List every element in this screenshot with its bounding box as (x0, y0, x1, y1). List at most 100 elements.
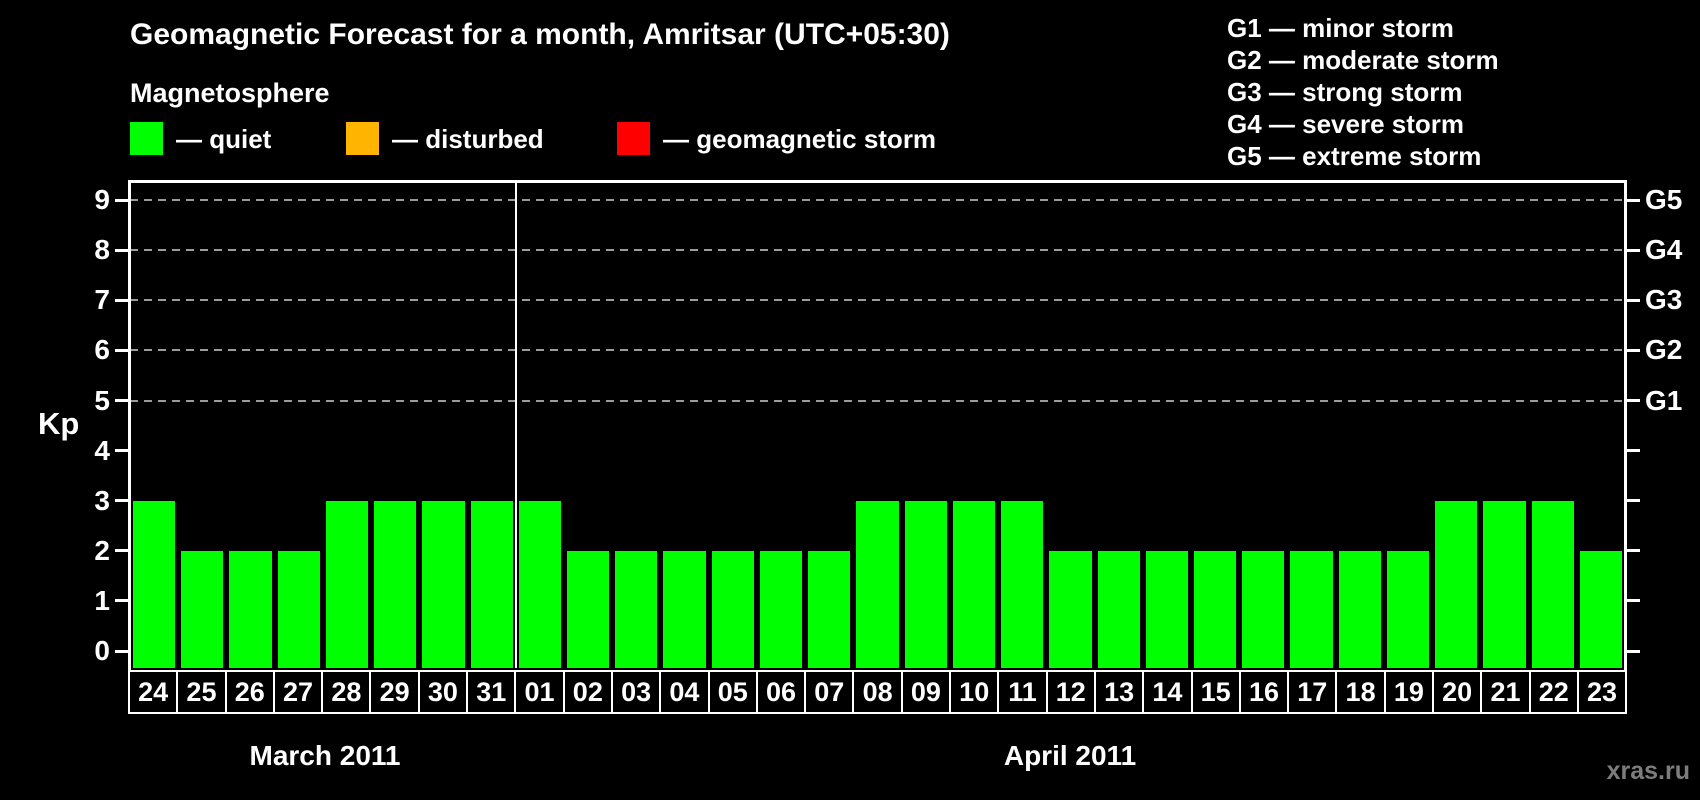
y-tick-left (115, 499, 128, 503)
y-tick-left (115, 298, 128, 302)
gridline-kp6 (130, 349, 1625, 352)
day-cell-28: 28 (321, 670, 372, 714)
day-cell-17: 17 (1287, 670, 1338, 714)
day-cell-30: 30 (417, 670, 469, 714)
y-tick-right (1627, 348, 1640, 352)
day-cell-02: 02 (562, 670, 613, 714)
day-axis: 24 25 26 27 28 29 30 31 01 02 03 04 05 06 07 08 09 10 11 12… (128, 670, 1628, 714)
y-tick-label: 0 (94, 635, 110, 666)
day-cell-05: 05 (707, 670, 758, 714)
g-axis-label-g2: G2 (1645, 334, 1683, 366)
gridline-kp5 (130, 399, 1625, 402)
disturbed-swatch-icon (346, 122, 379, 155)
y-tick-label: 5 (94, 384, 110, 416)
day-cell-14: 14 (1142, 670, 1193, 714)
kp-bar-day-10 (952, 500, 996, 668)
day-cell-26: 26 (224, 670, 275, 714)
watermark: xras.ru (1606, 757, 1690, 785)
y-tick-right (1627, 499, 1640, 503)
day-cell-04: 04 (659, 670, 710, 714)
day-cell-18: 18 (1335, 670, 1386, 714)
day-cell-09: 09 (900, 670, 952, 714)
plot-top-border (128, 180, 1627, 183)
day-cell-13: 13 (1093, 670, 1145, 714)
gridline-kp7 (130, 299, 1625, 302)
day-cell-29: 29 (369, 670, 420, 714)
kp-bar-day-03 (615, 550, 658, 668)
day-cell-23: 23 (1576, 670, 1628, 714)
kp-bar-day-22 (1531, 500, 1574, 668)
y-tick-left (115, 248, 128, 252)
y-tick-right (1627, 449, 1640, 453)
storm-legend-label: — geomagnetic storm (663, 124, 937, 154)
gridline-kp9 (130, 199, 1625, 202)
day-cell-10: 10 (949, 670, 1000, 714)
gridline-kp8 (130, 249, 1625, 252)
kp-bar-day-05 (711, 550, 754, 668)
y-tick-left (115, 348, 128, 352)
g-axis-label-g4: G4 (1645, 234, 1683, 266)
y-tick-label: 6 (94, 334, 110, 366)
kp-bar-day-15 (1193, 550, 1237, 668)
storm-swatch-icon (617, 122, 650, 155)
day-cell-20: 20 (1432, 670, 1483, 714)
g-axis-label-g1: G1 (1645, 384, 1683, 416)
day-cell-12: 12 (1045, 670, 1096, 714)
day-cell-07: 07 (804, 670, 855, 714)
y-axis-line (128, 180, 131, 670)
kp-bar-day-27 (277, 550, 320, 668)
kp-bar-day-07 (808, 550, 851, 668)
kp-bar-day-01 (518, 500, 562, 668)
kp-bar-day-21 (1483, 500, 1526, 668)
kp-bar-day-02 (567, 550, 610, 668)
day-cell-27: 27 (272, 670, 324, 714)
g-legend-item-g5: G5 — extreme storm (1227, 141, 1482, 171)
kp-bar-day-12 (1049, 550, 1092, 668)
day-cell-03: 03 (610, 670, 662, 714)
kp-bar-day-29 (374, 500, 417, 668)
y-tick-left (115, 198, 128, 202)
kp-bar-day-17 (1290, 550, 1333, 668)
quiet-swatch-icon (130, 122, 163, 155)
day-cell-21: 21 (1480, 670, 1531, 714)
kp-bar-day-13 (1097, 550, 1140, 668)
kp-bar-day-09 (904, 500, 947, 668)
y-tick-label: 7 (94, 284, 110, 316)
day-cell-06: 06 (755, 670, 807, 714)
g-legend-item-g4: G4 — severe storm (1227, 109, 1465, 139)
day-cell-16: 16 (1238, 670, 1290, 714)
y-tick-right (1627, 198, 1640, 202)
day-cell-31: 31 (466, 670, 517, 714)
g-axis-label-g5: G5 (1645, 184, 1683, 216)
g-legend-item-g2: G2 — moderate storm (1227, 45, 1499, 75)
day-cell-24: 24 (128, 670, 179, 714)
y-tick-left (115, 449, 128, 453)
g-axis-label-g3: G3 (1645, 284, 1683, 316)
magnetosphere-label: Magnetosphere (130, 78, 330, 108)
disturbed-legend-label: — disturbed (392, 124, 544, 154)
kp-bar-day-18 (1338, 550, 1381, 668)
y-tick-label: 8 (94, 234, 110, 266)
month-divider-line (514, 181, 518, 668)
y-tick-label: 4 (94, 434, 110, 466)
kp-bar-day-20 (1435, 500, 1478, 668)
kp-bar-day-11 (1001, 500, 1044, 668)
g-scale-legend: G1 — minor storm G2 — moderate storm G3 — … (1227, 12, 1499, 172)
y-tick-right (1627, 549, 1640, 553)
kp-bar-day-14 (1145, 550, 1188, 668)
day-cell-25: 25 (176, 670, 227, 714)
day-cell-01: 01 (514, 670, 565, 714)
kp-bar-day-08 (856, 500, 899, 668)
y-tick-left (115, 649, 128, 653)
y-tick-left (115, 549, 128, 553)
kp-bar-day-24 (133, 500, 176, 668)
day-cell-19: 19 (1383, 670, 1435, 714)
kp-bar-day-23 (1579, 550, 1622, 668)
y-tick-right (1627, 248, 1640, 252)
day-cell-11: 11 (997, 670, 1048, 714)
quiet-legend-label: — quiet (176, 124, 272, 154)
y-tick-left (115, 599, 128, 603)
y-tick-label: 9 (94, 184, 110, 216)
